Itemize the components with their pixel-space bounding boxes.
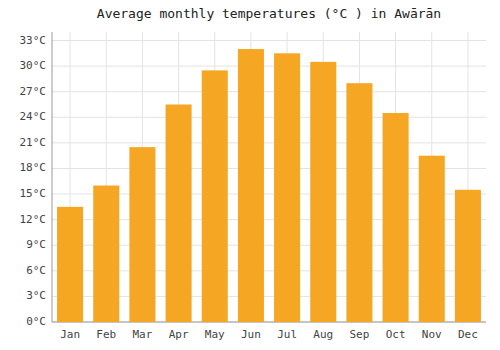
y-grid-line bbox=[52, 91, 486, 92]
x-tick-label: May bbox=[205, 328, 225, 341]
x-tick-label: Aug bbox=[313, 328, 333, 341]
x-tick-label: Jul bbox=[277, 328, 297, 341]
x-tick-label: Feb bbox=[96, 328, 116, 341]
y-tick-label: 15°C bbox=[20, 187, 47, 200]
x-tick-label: Oct bbox=[386, 328, 406, 341]
y-grid-line bbox=[52, 66, 486, 67]
y-tick-label: 18°C bbox=[20, 161, 47, 174]
x-tick-label: Mar bbox=[132, 328, 152, 341]
chart-container: 0°C 3°C 6°C 9°C 12°C 15°C 18°C 21°C 24°C 27°C 30°C… bbox=[0, 0, 500, 350]
bars bbox=[57, 49, 481, 322]
bar bbox=[93, 186, 119, 322]
grid bbox=[52, 32, 486, 322]
y-axis-line bbox=[52, 32, 53, 322]
chart-svg: 0°C 3°C 6°C 9°C 12°C 15°C 18°C 21°C 24°C 27°C 30°C… bbox=[0, 0, 500, 350]
y-tick-label: 6°C bbox=[26, 264, 46, 277]
x-tick-label: Sep bbox=[349, 328, 369, 341]
y-tick-label: 21°C bbox=[20, 136, 47, 149]
x-tick-label: Jan bbox=[60, 328, 80, 341]
bar bbox=[202, 70, 228, 322]
bar bbox=[57, 207, 83, 322]
y-tick-label: 0°C bbox=[26, 315, 46, 328]
y-tick-label: 9°C bbox=[26, 238, 46, 251]
y-tick-label: 30°C bbox=[20, 59, 47, 72]
bar bbox=[274, 53, 300, 322]
bar bbox=[455, 190, 481, 322]
bar bbox=[383, 113, 409, 322]
y-tick-label: 12°C bbox=[20, 213, 47, 226]
y-tick-label: 24°C bbox=[20, 110, 47, 123]
y-grid-line bbox=[52, 142, 486, 143]
y-grid-line bbox=[52, 40, 486, 41]
axes: 0°C 3°C 6°C 9°C 12°C 15°C 18°C 21°C 24°C 27°C 30°C… bbox=[20, 32, 487, 341]
x-tick-label: Nov bbox=[422, 328, 442, 341]
x-tick-label: Jun bbox=[241, 328, 261, 341]
y-tick-label: 33°C bbox=[20, 34, 47, 47]
y-tick-label: 27°C bbox=[20, 85, 47, 98]
bar bbox=[419, 156, 445, 322]
x-tick-label: Dec bbox=[458, 328, 478, 341]
bar bbox=[310, 62, 336, 322]
bar bbox=[166, 105, 192, 323]
y-tick-label: 3°C bbox=[26, 289, 46, 302]
bar bbox=[346, 83, 372, 322]
bar bbox=[129, 147, 155, 322]
bar bbox=[238, 49, 264, 322]
x-tick-label: Apr bbox=[169, 328, 189, 341]
chart-title: Average monthly temperatures (°C ) in Aw… bbox=[97, 6, 441, 21]
y-grid-line bbox=[52, 117, 486, 118]
